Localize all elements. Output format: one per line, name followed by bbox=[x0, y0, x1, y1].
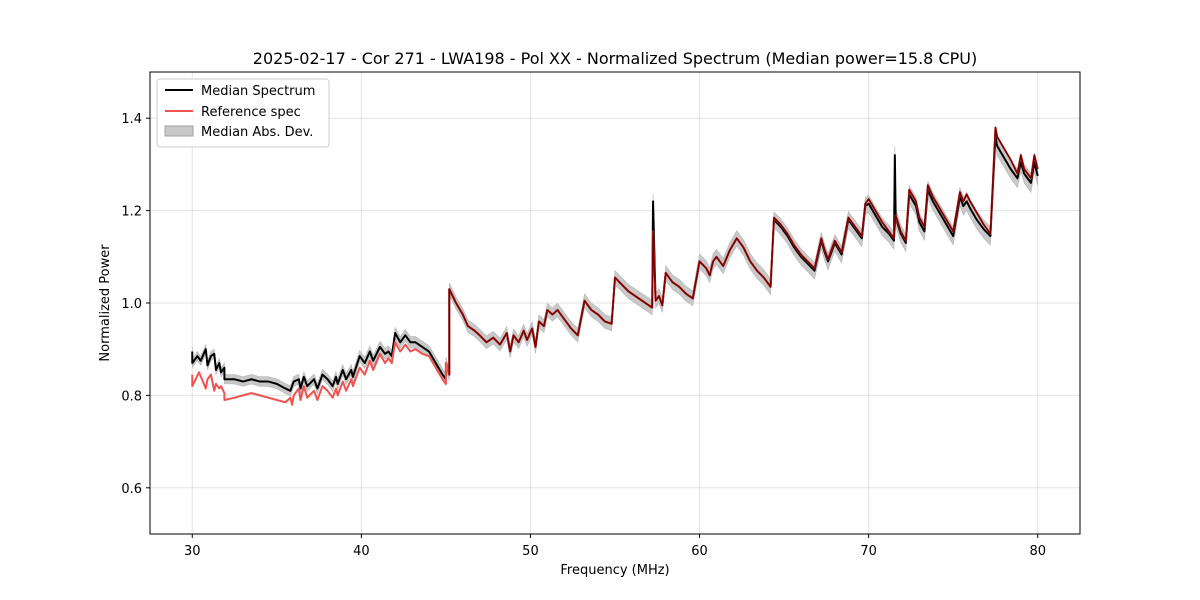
legend-label-reference: Reference spec bbox=[201, 105, 301, 120]
legend-label-median: Median Spectrum bbox=[201, 84, 315, 99]
chart-title: 2025-02-17 - Cor 271 - LWA198 - Pol XX -… bbox=[253, 49, 977, 68]
x-tick-label: 40 bbox=[353, 544, 370, 559]
reference-spec-line bbox=[191, 341, 451, 406]
x-tick-label: 50 bbox=[522, 544, 539, 559]
y-axis-label: Normalized Power bbox=[98, 244, 113, 362]
series-layer bbox=[191, 126, 1039, 406]
y-axis-ticks: 0.6 0.8 1.0 1.2 1.4 bbox=[121, 112, 150, 497]
legend: Median Spectrum Reference spec Median Ab… bbox=[156, 78, 330, 148]
x-tick-label: 30 bbox=[184, 544, 201, 559]
y-tick-label: 1.0 bbox=[121, 297, 142, 312]
x-tick-label: 80 bbox=[1029, 544, 1046, 559]
x-axis-label: Frequency (MHz) bbox=[560, 563, 669, 578]
y-tick-label: 0.8 bbox=[121, 389, 142, 404]
legend-label-mad: Median Abs. Dev. bbox=[201, 125, 313, 140]
y-tick-label: 0.6 bbox=[121, 482, 142, 497]
y-tick-label: 1.2 bbox=[121, 205, 142, 220]
legend-swatch-mad bbox=[164, 125, 194, 137]
x-tick-label: 60 bbox=[691, 544, 708, 559]
reference-spec-overlap bbox=[448, 126, 1039, 375]
y-tick-label: 1.4 bbox=[121, 112, 142, 127]
x-tick-label: 70 bbox=[860, 544, 877, 559]
x-axis-ticks: 30 40 50 60 70 80 bbox=[184, 534, 1046, 559]
legend-box bbox=[156, 78, 330, 148]
